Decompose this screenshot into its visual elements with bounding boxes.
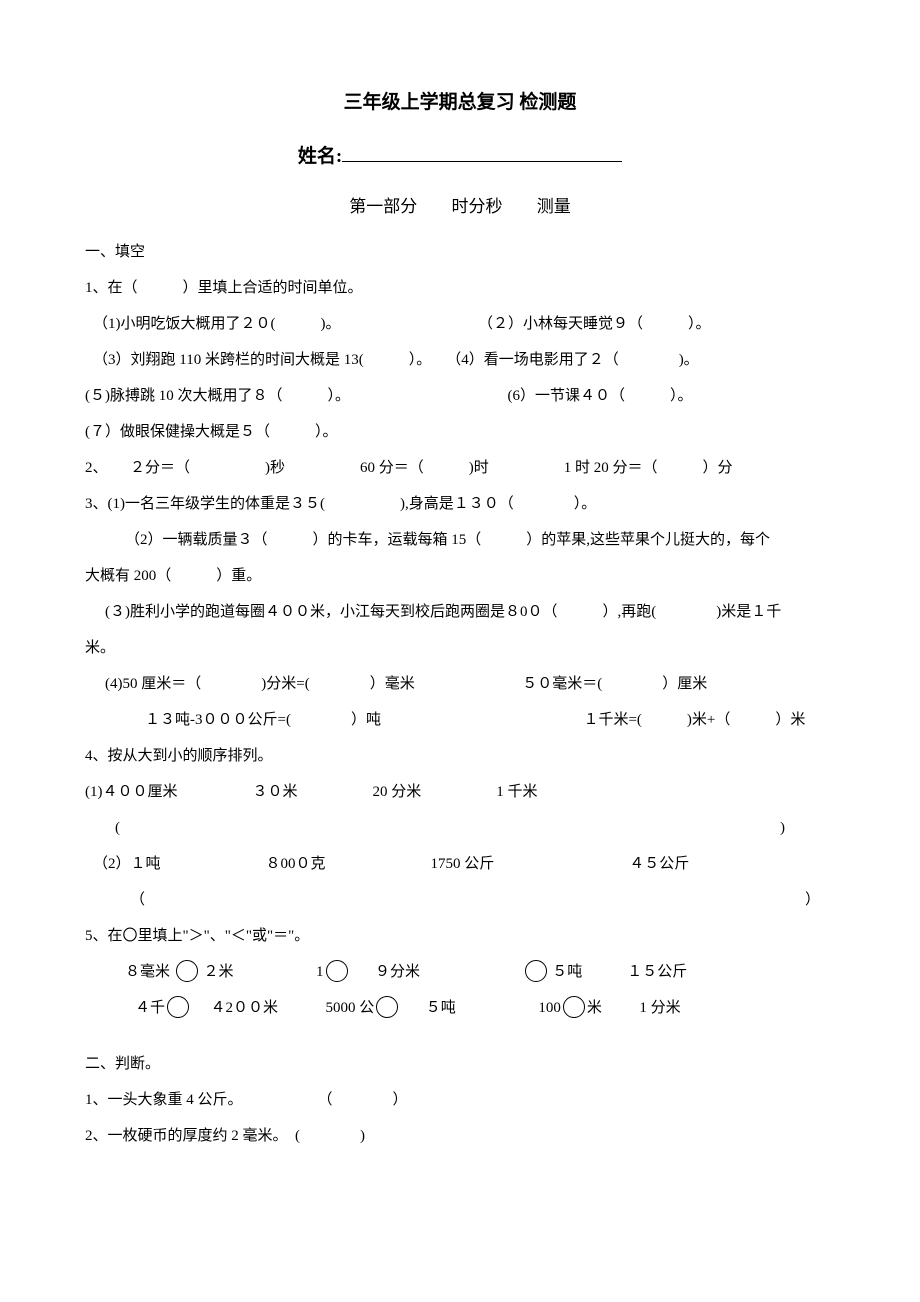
name-label: 姓名: — [298, 146, 342, 167]
q5-r2-b-right: ５吨 — [426, 1000, 456, 1016]
q1-3b: (6）一节课４０（ ）。 — [508, 388, 693, 404]
q3-4b: ５０毫米＝( ）厘米 — [522, 676, 707, 692]
q5-r1-c-right: ５吨 １５公斤 — [552, 964, 687, 980]
q5-r1-b-right: ９分米 — [375, 964, 420, 980]
q3-4a: (4)50 厘米＝（ )分米=( ）毫米 — [85, 676, 415, 692]
q3-2: （2）一辆载质量３（ ）的卡车，运载每箱 15（ ）的苹果,这些苹果个儿挺大的，… — [85, 522, 835, 558]
q5-r2-b-left: 5000 公 — [326, 1000, 375, 1016]
part-title: 第一部分 时分秒 测量 — [85, 187, 835, 228]
q3-3: (３)胜利小学的跑道每圈４００米，小江每天到校后跑两圈是８0０（ ）,再跑( )… — [85, 594, 835, 630]
q5-r2-a-right: ４2００米 — [211, 1000, 279, 1016]
q3-5b: １千米=( )米+（ ）米 — [583, 712, 805, 728]
s2-q1: 1、一头大象重 4 公斤。 （ ） — [85, 1082, 835, 1118]
q1-1a: （1)小明吃饭大概用了２０( )。 — [85, 316, 341, 332]
q4-1: (1)４００厘米 ３０米 20 分米 1 千米 — [85, 774, 835, 810]
compare-circle[interactable] — [326, 960, 348, 982]
q4-2: （2）１吨 ８00０克 1750 公斤 ４５公斤 — [85, 846, 835, 882]
q3-4: (4)50 厘米＝（ )分米=( ）毫米 ５０毫米＝( ）厘米 — [85, 666, 835, 702]
name-line: 姓名: — [85, 134, 835, 180]
section-1-head: 一、填空 — [85, 234, 835, 270]
compare-circle[interactable] — [563, 996, 585, 1018]
q5-r1-a-left: ８毫米 — [125, 964, 170, 980]
q1-row3: (５)脉搏跳 10 次大概用了８（ ）。 (6）一节课４０（ ）。 — [85, 378, 835, 414]
q5-r2-c-left: 100 — [538, 1000, 561, 1016]
part-title-b: 时分秒 — [452, 197, 503, 216]
compare-circle[interactable] — [376, 996, 398, 1018]
q1-row1: （1)小明吃饭大概用了２０( )。 （２）小林每天睡觉９（ ）。 — [85, 306, 835, 342]
q1-3a: (５)脉搏跳 10 次大概用了８（ ）。 — [85, 388, 350, 404]
name-underline[interactable] — [342, 141, 622, 162]
q3-5: １３吨-3０００公斤=( ）吨 １千米=( )米+（ ）米 — [85, 702, 835, 738]
q4-2-paren: （ ） — [85, 882, 835, 918]
q5-r2-c-right: 1 分米 — [639, 1000, 680, 1016]
compare-circle[interactable] — [167, 996, 189, 1018]
q1-row4: (７）做眼保健操大概是５（ ）。 — [85, 414, 835, 450]
q5-head: 5、在〇里填上"＞"、"＜"或"＝"。 — [85, 918, 835, 954]
q2: 2、 ２分＝（ )秒 60 分＝（ )时 1 时 20 分＝（ ）分 — [85, 450, 835, 486]
compare-circle[interactable] — [176, 960, 198, 982]
q3-5a: １３吨-3０００公斤=( ）吨 — [85, 712, 381, 728]
q4-1-paren: ( ) — [85, 810, 835, 846]
q1-row2: （3）刘翔跑 110 米跨栏的时间大概是 13( ）。 （4）看一场电影用了２（… — [85, 342, 835, 378]
q3-3b: 米。 — [85, 630, 835, 666]
q5-r1-b-left: 1 — [316, 964, 324, 980]
q5-r2-c-mid: 米 — [587, 1000, 602, 1016]
part-title-c: 测量 — [537, 197, 571, 216]
q4-head: 4、按从大到小的顺序排列。 — [85, 738, 835, 774]
q3-2b: 大概有 200（ ）重。 — [85, 558, 835, 594]
part-title-a: 第一部分 — [349, 197, 417, 216]
section-2-head: 二、判断。 — [85, 1046, 835, 1082]
compare-circle[interactable] — [525, 960, 547, 982]
q5-r1-a-right: ２米 — [204, 964, 234, 980]
q3-1: 3、(1)一名三年级学生的体重是３５( ),身高是１３０（ ）。 — [85, 486, 835, 522]
q5-r2-a-left: ４千 — [135, 1000, 165, 1016]
s2-q2: 2、一枚硬币的厚度约 2 毫米。 ( ) — [85, 1118, 835, 1154]
page-title: 三年级上学期总复习 检测题 — [85, 80, 835, 126]
q5-row1: ８毫米 ２米 1 ９分米 ５吨 １５公斤 — [85, 954, 835, 990]
q5-row2: ４千 ４2００米 5000 公 ５吨 100 米 1 分米 — [85, 990, 835, 1026]
q1-1b: （２）小林每天睡觉９（ ）。 — [478, 316, 711, 332]
q1-head: 1、在（ ）里填上合适的时间单位。 — [85, 270, 835, 306]
